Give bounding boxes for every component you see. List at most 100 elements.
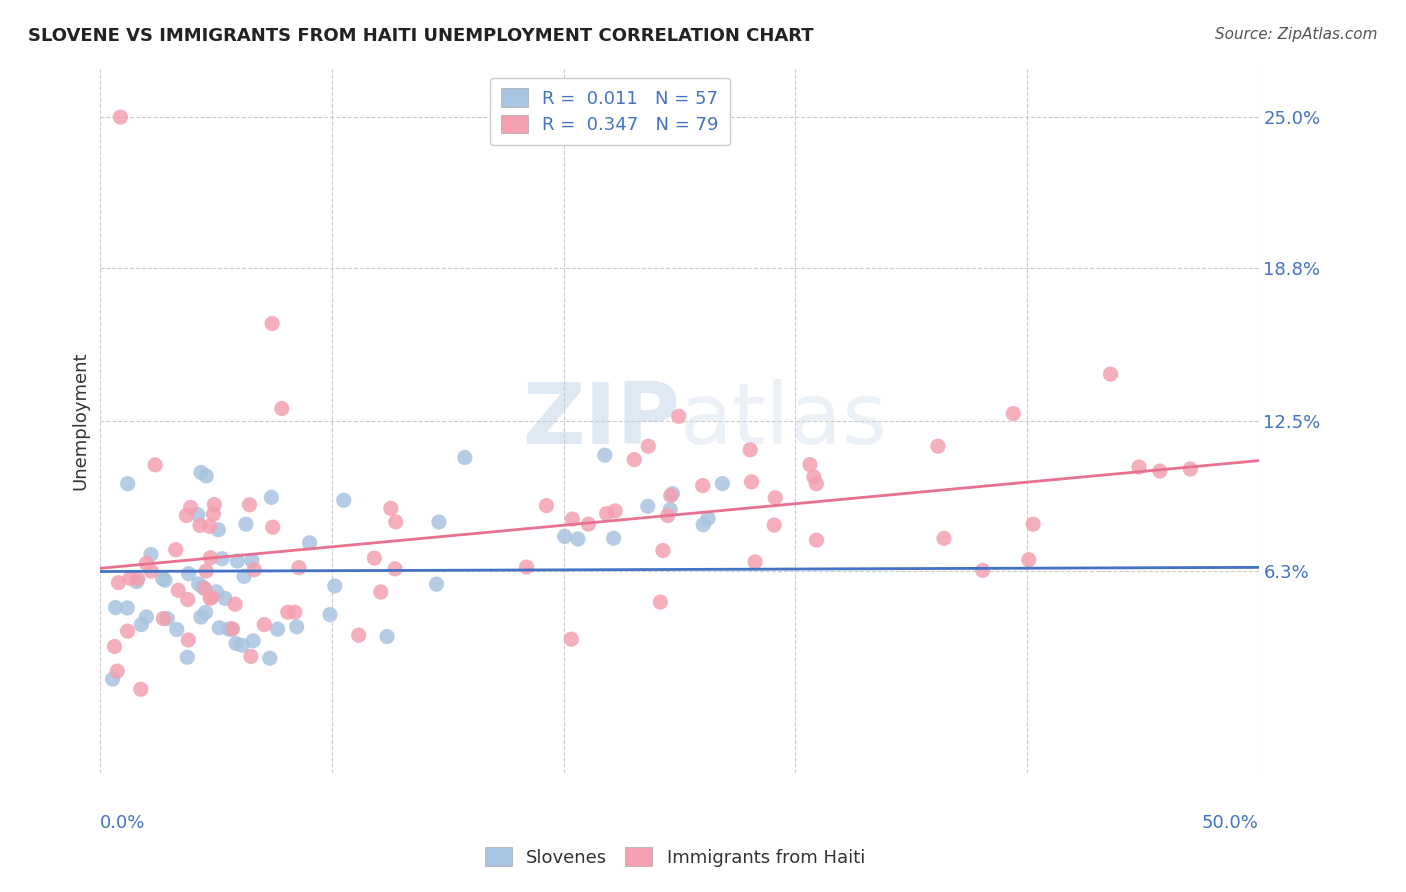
Point: [659, 502, 682, 516]
Point: [125, 574, 148, 589]
Point: [692, 478, 714, 492]
Point: [692, 517, 714, 532]
Point: [187, 577, 209, 591]
Point: [107, 575, 129, 590]
Point: [205, 584, 228, 599]
Point: [200, 591, 222, 605]
Point: [200, 550, 222, 565]
Point: [127, 572, 149, 586]
Point: [224, 597, 246, 611]
Point: [198, 519, 221, 533]
Point: [153, 573, 176, 587]
Point: [176, 508, 198, 523]
Point: [515, 560, 537, 574]
Point: [131, 617, 153, 632]
Point: [380, 501, 402, 516]
Point: [129, 682, 152, 697]
Point: [218, 622, 240, 636]
Point: [259, 651, 281, 665]
Point: [167, 583, 190, 598]
Point: [1149, 464, 1171, 478]
Text: ZIP: ZIP: [522, 379, 679, 462]
Point: [190, 466, 212, 480]
Point: [561, 512, 583, 526]
Point: [1002, 407, 1025, 421]
Point: [141, 564, 163, 578]
Point: [243, 563, 266, 577]
Point: [384, 515, 406, 529]
Point: [195, 564, 218, 578]
Point: [370, 585, 392, 599]
Point: [262, 520, 284, 534]
Point: [242, 633, 264, 648]
Point: [117, 476, 139, 491]
Point: [711, 476, 734, 491]
Point: [1018, 553, 1040, 567]
Legend: Slovenes, Immigrants from Haiti: Slovenes, Immigrants from Haiti: [478, 840, 872, 874]
Point: [207, 523, 229, 537]
Point: [221, 622, 243, 636]
Point: [219, 622, 242, 636]
Point: [1128, 460, 1150, 475]
Point: [211, 551, 233, 566]
Point: [637, 439, 659, 453]
Point: [536, 499, 558, 513]
Point: [139, 548, 162, 562]
Point: [214, 591, 236, 606]
Point: [226, 554, 249, 568]
Point: [156, 612, 179, 626]
Point: [194, 582, 217, 596]
Point: [260, 491, 283, 505]
Point: [284, 605, 307, 619]
Point: [803, 470, 825, 484]
Point: [799, 458, 821, 472]
Text: SLOVENE VS IMMIGRANTS FROM HAITI UNEMPLOYMENT CORRELATION CHART: SLOVENE VS IMMIGRANTS FROM HAITI UNEMPLO…: [28, 27, 814, 45]
Point: [198, 591, 221, 606]
Point: [1022, 517, 1045, 532]
Point: [117, 624, 139, 639]
Point: [763, 491, 786, 505]
Point: [177, 632, 200, 647]
Point: [117, 601, 139, 615]
Point: [208, 621, 231, 635]
Legend: R =  0.011   N = 57, R =  0.347   N = 79: R = 0.011 N = 57, R = 0.347 N = 79: [491, 78, 730, 145]
Point: [972, 563, 994, 577]
Point: [288, 560, 311, 574]
Point: [231, 638, 253, 652]
Text: Source: ZipAtlas.com: Source: ZipAtlas.com: [1215, 27, 1378, 42]
Point: [135, 557, 157, 571]
Point: [238, 498, 260, 512]
Point: [152, 572, 174, 586]
Point: [661, 486, 683, 500]
Text: 0.0%: 0.0%: [100, 814, 146, 832]
Point: [165, 542, 187, 557]
Point: [176, 650, 198, 665]
Point: [319, 607, 342, 622]
Point: [560, 632, 582, 647]
Point: [927, 439, 949, 453]
Point: [240, 553, 263, 567]
Point: [266, 622, 288, 636]
Point: [190, 610, 212, 624]
Point: [253, 617, 276, 632]
Point: [202, 507, 225, 521]
Point: [659, 489, 682, 503]
Point: [195, 469, 218, 483]
Point: [651, 543, 673, 558]
Point: [143, 458, 166, 472]
Point: [595, 507, 617, 521]
Point: [932, 531, 955, 545]
Point: [763, 518, 786, 533]
Point: [602, 531, 624, 545]
Point: [101, 672, 124, 686]
Point: [697, 511, 720, 525]
Point: [187, 508, 209, 522]
Point: [277, 605, 299, 619]
Point: [650, 595, 672, 609]
Point: [637, 500, 659, 514]
Point: [194, 605, 217, 619]
Point: [104, 600, 127, 615]
Point: [741, 475, 763, 489]
Point: [235, 517, 257, 532]
Point: [233, 569, 256, 583]
